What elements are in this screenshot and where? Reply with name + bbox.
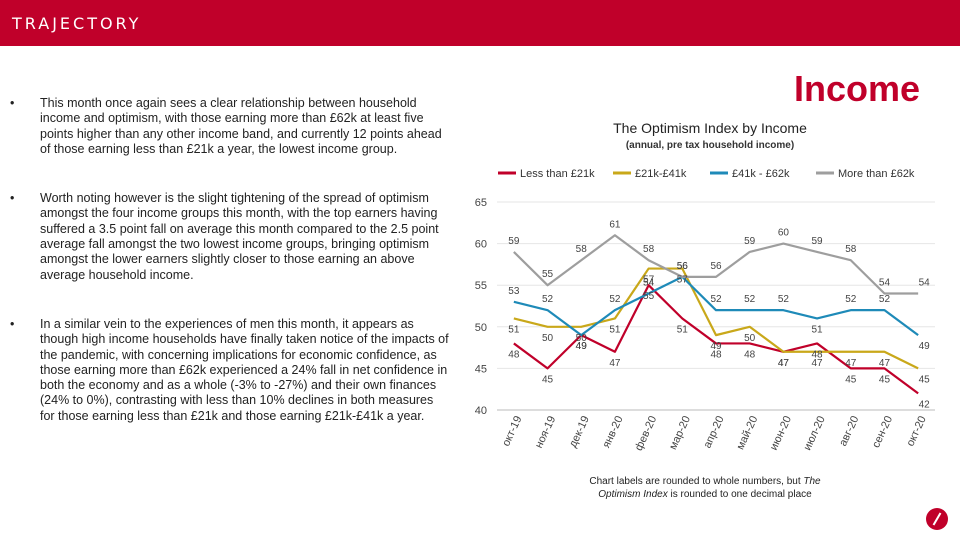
data-label: 48 [744,349,756,360]
data-label: 56 [677,261,689,272]
legend-label: £41k - £62k [732,168,790,180]
x-tick-label: дек-19 [567,414,592,449]
data-label: 56 [677,261,689,272]
y-tick-label: 65 [475,197,487,209]
data-label: 49 [576,341,588,352]
data-label: 57 [643,275,655,286]
x-tick-label: июл-20 [802,414,828,452]
data-label: 47 [609,358,621,369]
bullet-text: In a similar vein to the experiences of … [40,316,449,423]
data-label: 53 [508,286,520,297]
data-label: 48 [812,349,824,360]
data-label: 42 [919,399,931,410]
data-label: 52 [744,294,756,305]
data-label: 47 [812,358,824,369]
series-line [513,234,919,295]
data-label: 54 [879,278,891,289]
x-tick-label: авг-20 [837,414,861,448]
data-label: 52 [609,294,621,305]
data-label: 45 [845,374,857,385]
data-label: 51 [812,324,824,335]
footnote-end: is rounded to one decimal place [667,489,812,500]
y-tick-label: 40 [475,405,487,417]
bullet-list: • This month once again sees a clear rela… [10,96,450,424]
chart-title: The Optimism Index by Income [613,120,807,136]
chart-footnote: Chart labels are rounded to whole number… [570,475,840,501]
data-label: 60 [778,228,790,239]
data-label: 50 [542,333,554,344]
data-label: 59 [744,236,756,247]
x-tick-label: сен-20 [870,414,895,450]
page-title: Income [793,68,920,109]
data-label: 59 [508,236,520,247]
legend-label: More than £62k [838,168,915,180]
data-label: 47 [879,358,891,369]
legend-label: Less than £21k [520,168,595,180]
data-label: 50 [744,333,756,344]
bullet-dot: • [10,191,15,206]
series-line [513,275,919,337]
data-label: 49 [710,341,722,352]
chart-subtitle: (annual, pre tax household income) [625,140,795,151]
data-label: 51 [609,324,621,335]
data-label: 52 [710,294,722,305]
brand-mark-icon [926,508,948,530]
data-label: 58 [643,244,655,255]
data-label: 52 [778,294,790,305]
bullet-item: • This month once again sees a clear rela… [10,96,450,157]
bullet-dot: • [10,96,15,110]
legend-label: £21k-£41k [635,168,687,180]
y-tick-label: 60 [475,239,487,251]
data-label: 48 [508,349,520,360]
x-tick-label: май-20 [734,414,760,451]
bullet-dot: • [10,316,15,331]
x-tick-label: фев-20 [633,414,659,453]
data-label: 56 [710,261,722,272]
data-label: 48 [710,349,722,360]
x-tick-label: окт-20 [904,414,928,448]
data-label: 58 [576,244,588,255]
bullet-text: Worth noting however is the slight tight… [40,191,439,282]
x-tick-label: июн-20 [768,414,794,452]
data-label: 54 [919,278,931,289]
x-tick-label: апр-20 [701,414,726,450]
data-label: 47 [778,358,790,369]
footnote-text: Chart labels are rounded to whole number… [589,476,804,487]
data-label: 57 [677,275,689,286]
data-label: 50 [576,333,588,344]
x-tick-label: янв-20 [600,414,625,450]
trajectory-logo: TRAJECTORY [12,14,142,33]
x-tick-label: ноя-19 [533,414,558,450]
y-tick-label: 55 [475,280,487,292]
y-tick-label: 45 [475,363,487,375]
data-label: 52 [845,294,857,305]
data-label: 51 [508,324,520,335]
data-label: 54 [643,278,655,289]
bullet-text: This month once again sees a clear relat… [40,96,442,156]
bullet-item: • Worth noting however is the slight tigh… [10,191,450,283]
data-label: 45 [919,374,931,385]
data-label: 49 [576,341,588,352]
data-label: 47 [845,358,857,369]
data-label: 52 [542,294,554,305]
data-label: 51 [677,324,689,335]
x-tick-label: окт-19 [500,414,524,448]
header-bar: TRAJECTORY [0,0,960,46]
data-label: 45 [542,374,554,385]
series-line [513,267,919,370]
data-label: 55 [542,269,554,280]
y-tick-label: 50 [475,322,487,334]
x-tick-label: мар-20 [667,414,693,451]
data-label: 45 [879,374,891,385]
data-label: 61 [609,219,621,230]
bullet-item: • In a similar vein to the experiences of… [10,317,450,424]
data-label: 47 [778,358,790,369]
data-label: 52 [879,294,891,305]
data-label: 58 [845,244,857,255]
data-label: 59 [812,236,824,247]
data-label: 55 [643,291,655,302]
footnote-italic: The Optimism Index [598,476,821,500]
data-label: 49 [919,341,931,352]
